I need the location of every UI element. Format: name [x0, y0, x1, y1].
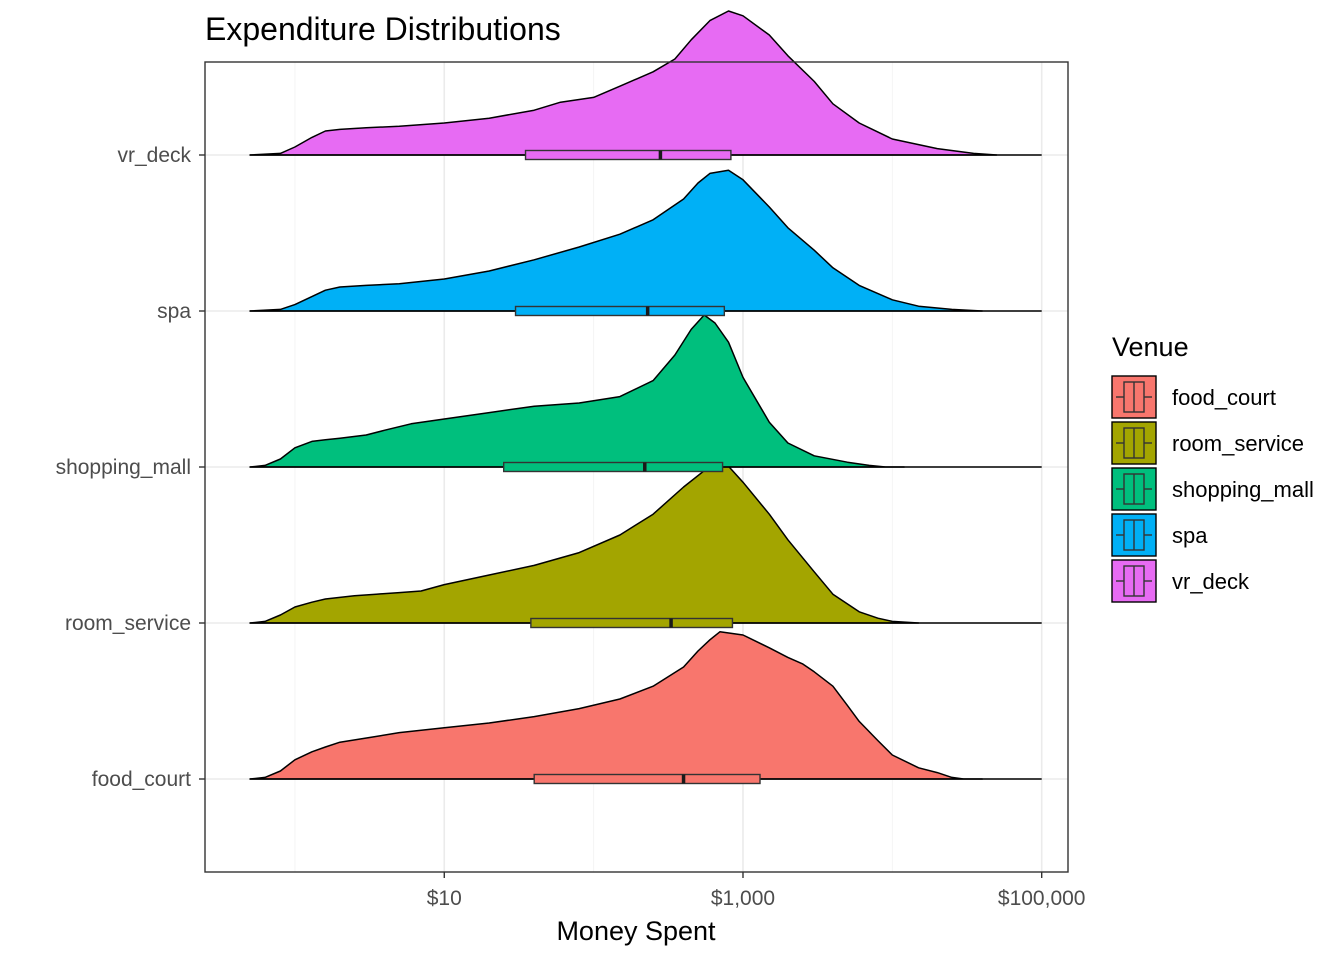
boxplot-room_service — [530, 617, 734, 629]
x-tick-label: $1,000 — [711, 887, 775, 910]
ridge-vr_deck — [249, 10, 1042, 161]
chart-title: Expenditure Distributions — [205, 11, 561, 47]
y-tick-label: vr_deck — [117, 144, 191, 167]
y-tick-label: shopping_mall — [56, 456, 191, 479]
y-tick-label: spa — [157, 300, 191, 323]
ridge-spa — [249, 169, 1042, 317]
ridge-room_service — [249, 462, 1042, 629]
legend-item-shopping_mall: shopping_mall — [1111, 467, 1314, 511]
legend-item-vr_deck: vr_deck — [1111, 559, 1250, 603]
ridges — [249, 10, 1042, 785]
density-shopping_mall — [249, 314, 905, 468]
boxplot-food_court — [533, 773, 761, 785]
x-tick-label: $10 — [427, 887, 462, 910]
y-tick-label: room_service — [65, 612, 191, 635]
axes: food_court room_service shopping_mall spa vr… — [56, 144, 1086, 910]
boxplot-spa — [514, 305, 726, 317]
density-food_court — [249, 631, 984, 780]
boxplot-shopping_mall — [503, 461, 724, 473]
legend-item-food_court: food_court — [1111, 375, 1276, 419]
legend-item-spa: spa — [1111, 513, 1208, 557]
density-spa — [249, 169, 984, 312]
legend-label-vr_deck: vr_deck — [1172, 569, 1250, 594]
ridge-shopping_mall — [249, 314, 1042, 473]
x-axis-title: Money Spent — [556, 916, 716, 946]
x-tick-label: $100,000 — [998, 887, 1086, 910]
legend: Venue food_court room_service shopping_mal… — [1111, 332, 1314, 603]
density-vr_deck — [249, 10, 998, 156]
y-tick-label: food_court — [92, 768, 191, 791]
legend-label-shopping_mall: shopping_mall — [1172, 477, 1314, 502]
legend-label-room_service: room_service — [1172, 431, 1304, 456]
boxplot-vr_deck — [524, 149, 732, 161]
legend-title: Venue — [1112, 332, 1189, 362]
ridge-food_court — [249, 631, 1042, 785]
density-room_service — [249, 462, 920, 624]
legend-item-room_service: room_service — [1111, 421, 1304, 465]
legend-label-spa: spa — [1172, 523, 1208, 548]
legend-label-food_court: food_court — [1172, 385, 1276, 410]
